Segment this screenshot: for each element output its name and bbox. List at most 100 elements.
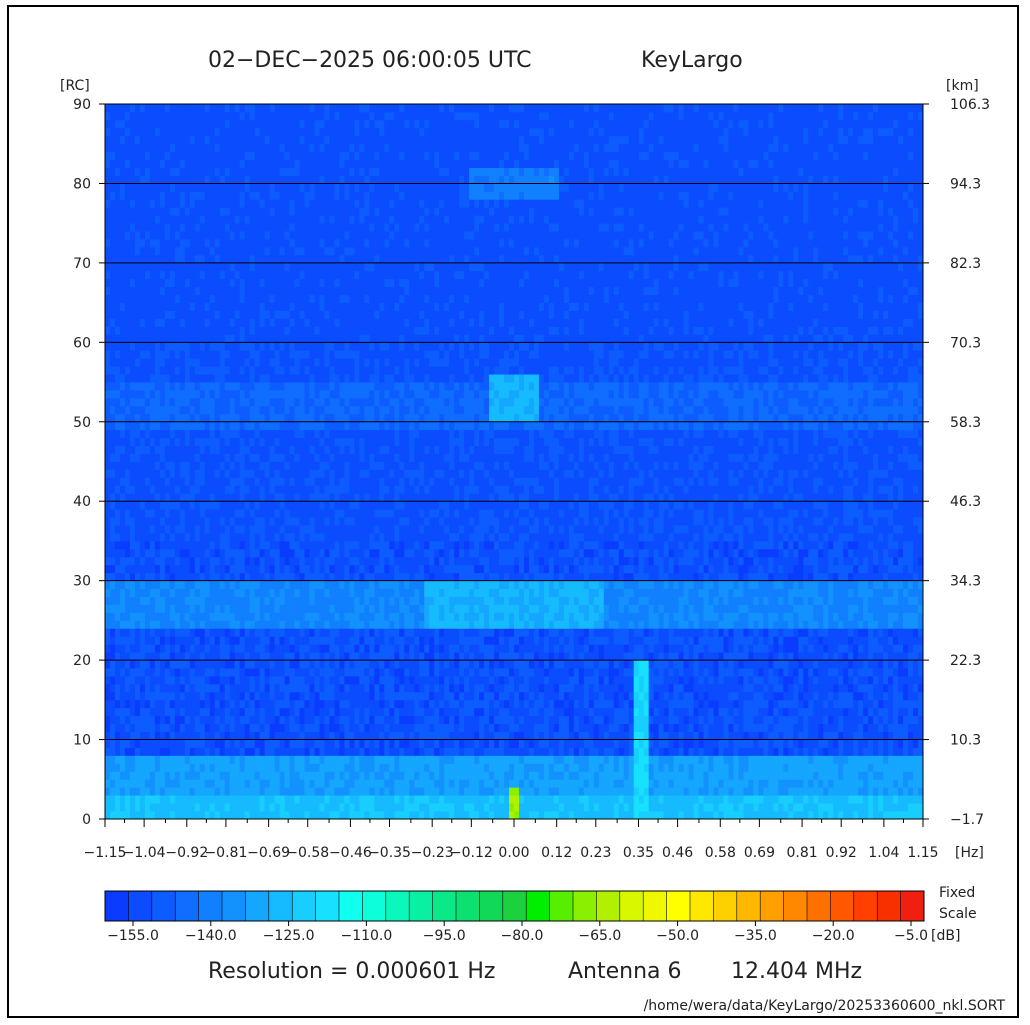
heatmap-cell	[878, 581, 883, 589]
heatmap-cell	[200, 763, 205, 771]
heatmap-cell	[195, 811, 200, 819]
heatmap-cell	[324, 612, 329, 620]
heatmap-cell	[768, 787, 773, 795]
heatmap-cell	[514, 779, 519, 787]
heatmap-cell	[848, 803, 853, 811]
heatmap-cell	[394, 589, 399, 597]
heatmap-cell	[738, 724, 743, 732]
heatmap-cell	[394, 708, 399, 716]
heatmap-cell	[763, 692, 768, 700]
heatmap-cell	[858, 620, 863, 628]
heatmap-cell	[833, 620, 838, 628]
heatmap-cell	[529, 748, 534, 756]
heatmap-cell	[589, 628, 594, 636]
heatmap-cell	[230, 605, 235, 613]
heatmap-cell	[474, 763, 479, 771]
heatmap-cell	[709, 605, 714, 613]
heatmap-cell	[743, 692, 748, 700]
heatmap-cell	[399, 763, 404, 771]
heatmap-cell	[813, 676, 818, 684]
heatmap-cell	[823, 581, 828, 589]
heatmap-cell	[709, 581, 714, 589]
heatmap-cell	[544, 676, 549, 684]
heatmap-cell	[409, 597, 414, 605]
heatmap-cell	[589, 748, 594, 756]
heatmap-cell	[684, 684, 689, 692]
heatmap-cell	[364, 628, 369, 636]
heatmap-cell	[569, 581, 574, 589]
heatmap-cell	[659, 605, 664, 613]
heatmap-cell	[549, 811, 554, 819]
heatmap-cell	[195, 740, 200, 748]
heatmap-cell	[579, 644, 584, 652]
heatmap-cell	[709, 708, 714, 716]
heatmap-cell	[215, 755, 220, 763]
heatmap-cell	[195, 589, 200, 597]
heatmap-cell	[763, 676, 768, 684]
heatmap-cell	[190, 771, 195, 779]
heatmap-cell	[359, 620, 364, 628]
heatmap-cell	[319, 612, 324, 620]
heatmap-cell	[220, 612, 225, 620]
heatmap-cell	[200, 716, 205, 724]
heatmap-cell	[798, 755, 803, 763]
heatmap-cell	[374, 763, 379, 771]
heatmap-cell	[444, 763, 449, 771]
heatmap-cell	[439, 620, 444, 628]
heatmap-cell	[310, 779, 315, 787]
heatmap-cell	[644, 636, 649, 644]
heatmap-cell	[260, 581, 265, 589]
heatmap-cell	[659, 620, 664, 628]
heatmap-cell	[384, 589, 389, 597]
heatmap-cell	[270, 748, 275, 756]
heatmap-cell	[549, 700, 554, 708]
heatmap-cell	[858, 597, 863, 605]
heatmap-cell	[275, 787, 280, 795]
heatmap-cell	[250, 644, 255, 652]
heatmap-cell	[369, 716, 374, 724]
heatmap-cell	[220, 740, 225, 748]
heatmap-cell	[364, 748, 369, 756]
heatmap-cell	[584, 684, 589, 692]
heatmap-cell	[190, 605, 195, 613]
heatmap-cell	[654, 636, 659, 644]
heatmap-cell	[329, 811, 334, 819]
heatmap-cell	[374, 652, 379, 660]
heatmap-cell	[853, 779, 858, 787]
heatmap-cell	[753, 803, 758, 811]
heatmap-cell	[574, 795, 579, 803]
heatmap-cell	[220, 636, 225, 644]
heatmap-cell	[664, 724, 669, 732]
heatmap-cell	[639, 668, 644, 676]
heatmap-cell	[130, 573, 135, 581]
heatmap-cell	[714, 628, 719, 636]
heatmap-cell	[858, 589, 863, 597]
heatmap-cell	[180, 755, 185, 763]
heatmap-cell	[404, 795, 409, 803]
heatmap-cell	[155, 771, 160, 779]
heatmap-cell	[305, 605, 310, 613]
heatmap-cell	[549, 605, 554, 613]
heatmap-cell	[758, 652, 763, 660]
heatmap-cell	[349, 779, 354, 787]
heatmap-cell	[803, 589, 808, 597]
heatmap-cell	[275, 605, 280, 613]
heatmap-cell	[200, 740, 205, 748]
heatmap-cell	[609, 795, 614, 803]
heatmap-cell	[165, 628, 170, 636]
heatmap-cell	[185, 732, 190, 740]
heatmap-cell	[768, 732, 773, 740]
heatmap-cell	[639, 748, 644, 756]
heatmap-cell	[589, 771, 594, 779]
heatmap-cell	[768, 684, 773, 692]
heatmap-cell	[763, 763, 768, 771]
heatmap-cell	[404, 652, 409, 660]
heatmap-cell	[280, 740, 285, 748]
heatmap-cell	[893, 628, 898, 636]
heatmap-cell	[828, 708, 833, 716]
heatmap-cell	[619, 771, 624, 779]
heatmap-cell	[484, 620, 489, 628]
heatmap-cell	[788, 708, 793, 716]
heatmap-cell	[319, 628, 324, 636]
heatmap-cell	[255, 716, 260, 724]
